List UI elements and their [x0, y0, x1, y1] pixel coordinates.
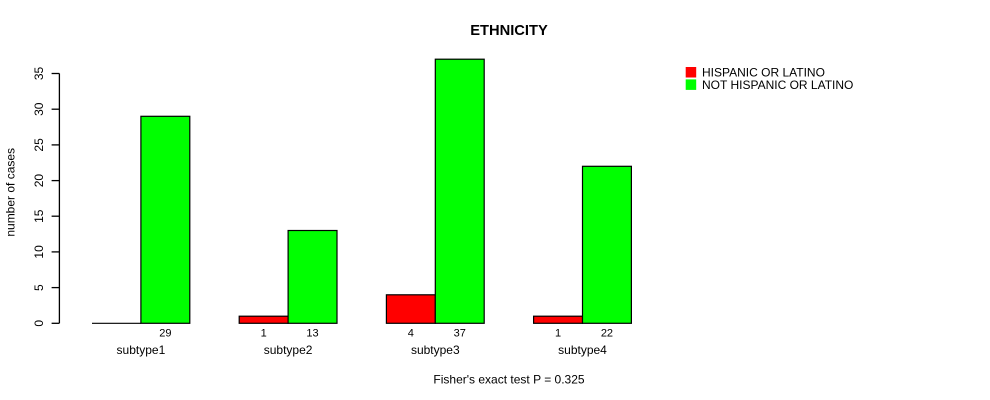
svg-text:30: 30: [32, 102, 46, 116]
svg-text:subtype1: subtype1: [117, 343, 166, 357]
svg-text:subtype3: subtype3: [411, 343, 460, 357]
svg-text:22: 22: [601, 328, 613, 340]
svg-text:subtype2: subtype2: [264, 343, 313, 357]
svg-text:15: 15: [32, 209, 46, 223]
svg-text:5: 5: [32, 284, 46, 291]
svg-text:4: 4: [408, 328, 414, 340]
svg-text:13: 13: [306, 328, 318, 340]
svg-text:25: 25: [32, 138, 46, 152]
svg-text:29: 29: [159, 328, 171, 340]
svg-text:10: 10: [32, 245, 46, 259]
svg-text:20: 20: [32, 174, 46, 188]
svg-text:Fisher's exact test P = 0.325: Fisher's exact test P = 0.325: [433, 373, 584, 387]
svg-text:ETHNICITY: ETHNICITY: [470, 23, 548, 39]
svg-text:37: 37: [454, 328, 466, 340]
svg-text:number of cases: number of cases: [4, 148, 18, 237]
svg-text:NOT HISPANIC OR LATINO: NOT HISPANIC OR LATINO: [702, 78, 853, 92]
svg-text:HISPANIC OR LATINO: HISPANIC OR LATINO: [702, 66, 825, 80]
svg-text:1: 1: [555, 328, 561, 340]
svg-text:35: 35: [32, 67, 46, 81]
svg-text:subtype4: subtype4: [558, 343, 607, 357]
svg-text:0: 0: [32, 320, 46, 327]
svg-text:1: 1: [261, 328, 267, 340]
